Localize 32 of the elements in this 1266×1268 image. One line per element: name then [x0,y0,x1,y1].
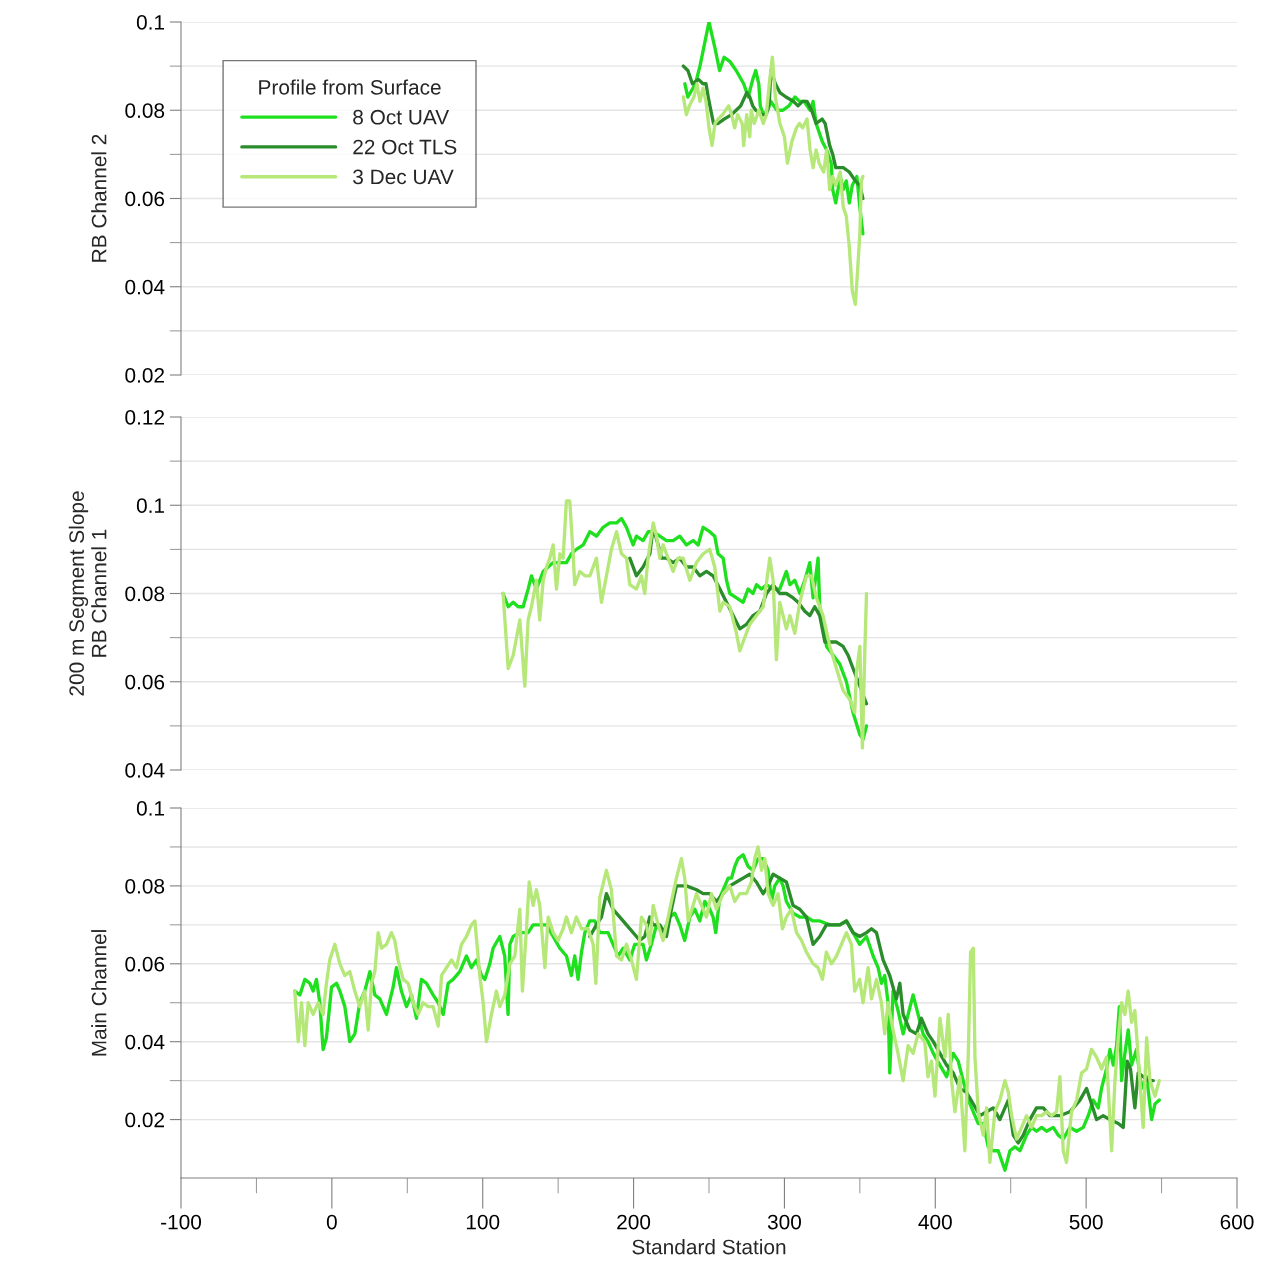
x-tick-label: 600 [1220,1214,1254,1230]
y-tick-label: 0.02 [125,1112,164,1128]
x-tick-label: 300 [767,1214,801,1230]
y-tick-label: 0.06 [125,956,165,972]
y-axis-title: Main Channel [91,930,107,1056]
x-tick-label: 400 [918,1214,952,1230]
y-tick-label: 0.08 [125,586,165,602]
y-tick-label: 0.06 [125,191,165,207]
y-tick-label: 0.06 [125,674,165,690]
y-tick-label: 0.02 [125,368,164,383]
y-tick-label: 0.12 [125,410,164,425]
y-tick-label: 0.04 [125,763,165,778]
legend-label: 8 Oct UAV [353,109,450,125]
x-tick-label: -100 [161,1214,202,1230]
x-tick-label: 0 [326,1214,337,1230]
y-tick-label: 0.1 [136,801,165,816]
y-tick-label: 0.1 [136,498,165,513]
x-tick-label: 100 [466,1214,500,1230]
y-tick-label: 0.1 [136,15,165,30]
y-tick-label: 0.08 [125,103,165,118]
legend-label: 22 Oct TLS [353,139,457,155]
y-axis-title: 200 m Segment Slope RB Channel 1 [68,491,107,696]
x-tick-label: 500 [1069,1214,1103,1230]
y-tick-label: 0.04 [125,279,165,295]
y-axis-title: RB Channel 2 [91,134,107,262]
x-tick-label: 200 [617,1214,651,1230]
x-axis-title: Standard Station [632,1239,786,1255]
y-tick-label: 0.08 [125,878,165,894]
legend-label: 3 Dec UAV [353,169,454,185]
y-tick-label: 0.04 [125,1034,165,1050]
legend-title: Profile from Surface [259,79,441,95]
line-series [681,55,865,307]
